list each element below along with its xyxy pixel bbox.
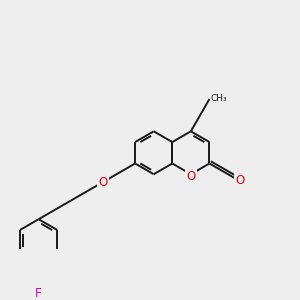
Text: O: O bbox=[98, 176, 108, 189]
Text: F: F bbox=[35, 287, 42, 300]
Text: O: O bbox=[236, 174, 245, 187]
Text: O: O bbox=[186, 169, 196, 183]
Text: CH₃: CH₃ bbox=[210, 94, 227, 103]
